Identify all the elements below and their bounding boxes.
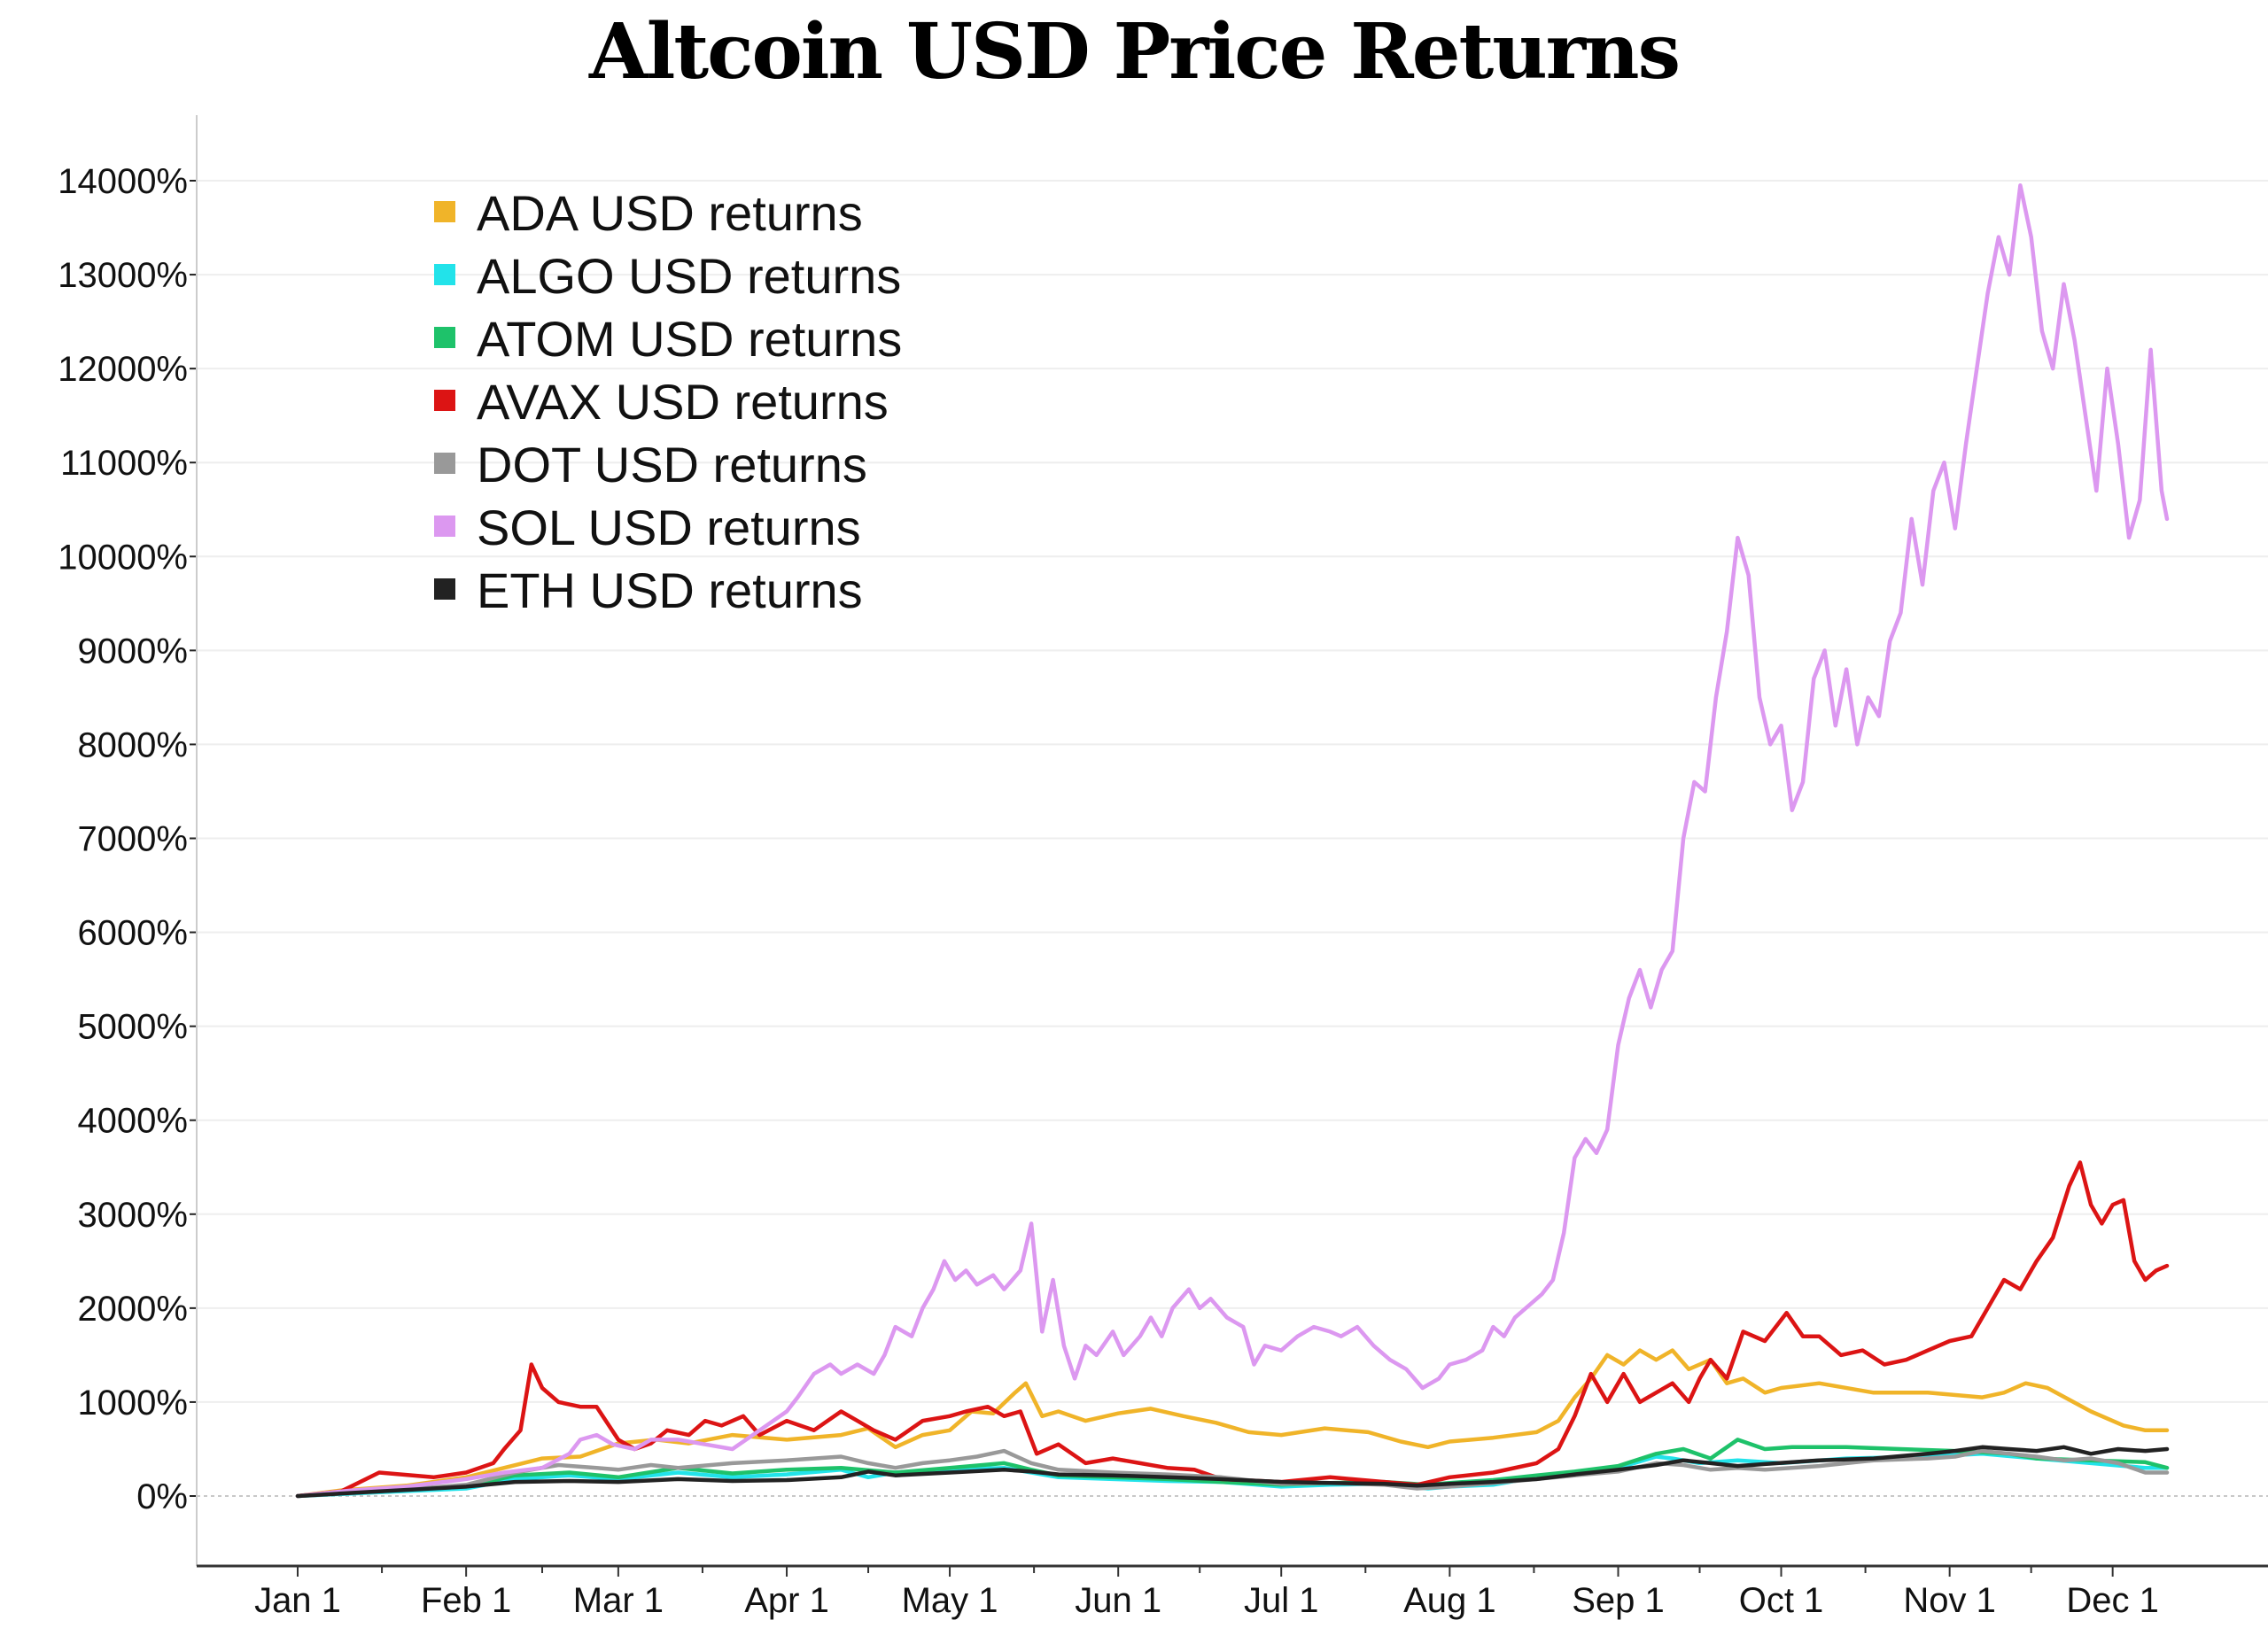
series-line-avax <box>295 1160 2170 1499</box>
y-tick-label: 6000% <box>77 914 188 953</box>
y-tick-label: 14000% <box>58 162 188 201</box>
x-tick-label: Nov 1 <box>1903 1581 1996 1620</box>
legend-label: ETH USD returns <box>477 562 863 618</box>
legend-swatch <box>434 201 455 222</box>
series-line-eth <box>295 1445 2170 1499</box>
legend-label: ATOM USD returns <box>477 311 902 367</box>
legend-swatch <box>434 327 455 348</box>
y-tick-label: 11000% <box>60 444 188 483</box>
x-tick-label: Jul 1 <box>1244 1581 1319 1620</box>
series-line-sol <box>295 183 2170 1499</box>
legend-swatch <box>434 516 455 537</box>
y-tick-label: 4000% <box>77 1102 188 1141</box>
y-tick-label: 7000% <box>77 820 188 859</box>
x-tick-label: Mar 1 <box>573 1581 664 1620</box>
x-tick-label: Jun 1 <box>1075 1581 1161 1620</box>
legend-label: ALGO USD returns <box>477 248 901 304</box>
x-tick-label: Feb 1 <box>421 1581 511 1620</box>
y-tick-label: 0% <box>136 1477 188 1516</box>
legend-label: ADA USD returns <box>477 185 863 241</box>
y-tick-label: 3000% <box>77 1196 188 1235</box>
series-line-ada <box>295 1348 2170 1499</box>
legend-swatch <box>434 264 455 285</box>
legend-swatch <box>434 578 455 600</box>
legend-swatch <box>434 390 455 411</box>
x-tick-label: Oct 1 <box>1739 1581 1824 1620</box>
y-tick-label: 9000% <box>77 632 188 671</box>
axis-layer: 0% 1000% 2000% 3000% 4000% 5000% 6000% 7000% 800… <box>58 115 2268 1620</box>
y-tick-label: 10000% <box>58 538 188 577</box>
series-layer <box>295 183 2170 1499</box>
legend-label: AVAX USD returns <box>477 374 889 430</box>
x-tick-label: Sep 1 <box>1572 1581 1665 1620</box>
y-tick-label: 8000% <box>77 725 188 764</box>
y-tick-label: 12000% <box>58 350 188 389</box>
y-tick-label: 13000% <box>58 256 188 295</box>
y-tick-label: 2000% <box>77 1290 188 1329</box>
y-tick-label: 5000% <box>77 1008 188 1047</box>
y-tick-label: 1000% <box>77 1384 188 1423</box>
x-tick-label: Apr 1 <box>744 1581 829 1620</box>
x-tick-label: May 1 <box>902 1581 998 1620</box>
legend-label: DOT USD returns <box>477 437 867 492</box>
chart-title: Altcoin USD Price Returns <box>589 7 1681 97</box>
grid-layer <box>197 180 2268 1497</box>
legend-swatch <box>434 453 455 474</box>
x-tick-label: Jan 1 <box>254 1581 341 1620</box>
x-tick-label: Dec 1 <box>2066 1581 2159 1620</box>
x-tick-label: Aug 1 <box>1403 1581 1496 1620</box>
legend: ADA USD returns ALGO USD returns ATOM USD … <box>434 185 902 618</box>
legend-label: SOL USD returns <box>477 500 861 555</box>
